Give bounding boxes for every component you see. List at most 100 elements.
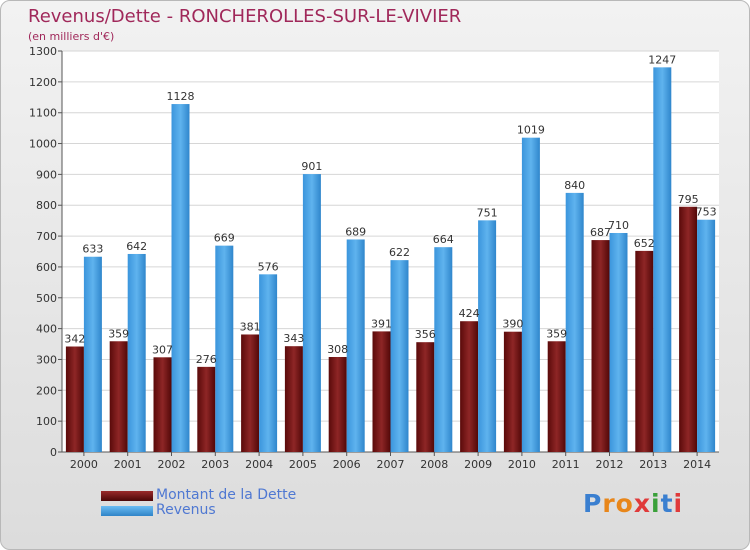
data-label-revenus: 1247 bbox=[648, 53, 676, 66]
data-label-revenus: 622 bbox=[389, 246, 410, 259]
legend-label-revenus: Revenus bbox=[156, 502, 216, 518]
x-tick-label: 2005 bbox=[289, 458, 317, 471]
data-label-revenus: 710 bbox=[608, 219, 629, 232]
legend-label-dette: Montant de la Dette bbox=[156, 487, 297, 503]
y-tick-label: 500 bbox=[36, 292, 57, 305]
bar-dette bbox=[547, 341, 566, 452]
y-tick-label: 1100 bbox=[29, 107, 57, 120]
data-label-dette: 381 bbox=[240, 320, 261, 333]
y-tick-label: 800 bbox=[36, 199, 57, 212]
y-tick-label: 0 bbox=[50, 446, 57, 459]
data-label-dette: 307 bbox=[152, 343, 173, 356]
chart-title: Revenus/Dette - RONCHEROLLES-SUR-LE-VIVI… bbox=[28, 6, 462, 27]
bar-dette bbox=[372, 331, 391, 452]
data-label-dette: 391 bbox=[371, 317, 392, 330]
x-tick-label: 2008 bbox=[420, 458, 448, 471]
y-tick-label: 1000 bbox=[29, 138, 57, 151]
legend-swatch-dette bbox=[101, 491, 153, 501]
y-tick-label: 200 bbox=[36, 384, 57, 397]
y-tick-label: 700 bbox=[36, 230, 57, 243]
x-tick-label: 2012 bbox=[596, 458, 624, 471]
y-tick-label: 1200 bbox=[29, 76, 57, 89]
data-label-revenus: 751 bbox=[477, 206, 498, 219]
data-label-revenus: 689 bbox=[345, 225, 366, 238]
data-label-dette: 308 bbox=[327, 343, 348, 356]
bar-revenus bbox=[609, 232, 628, 452]
x-tick-label: 2003 bbox=[201, 458, 229, 471]
data-label-revenus: 576 bbox=[258, 260, 279, 273]
data-label-dette: 342 bbox=[64, 333, 85, 346]
data-label-revenus: 901 bbox=[301, 160, 322, 173]
data-label-dette: 795 bbox=[678, 193, 699, 206]
logo-letter: r bbox=[602, 489, 616, 518]
data-label-revenus: 642 bbox=[126, 240, 147, 253]
data-label-dette: 424 bbox=[459, 307, 480, 320]
data-label-dette: 359 bbox=[546, 327, 567, 340]
bar-revenus bbox=[390, 260, 409, 452]
data-label-revenus: 753 bbox=[696, 206, 717, 219]
logo-letter: x bbox=[633, 489, 651, 518]
logo-letter: o bbox=[615, 489, 634, 518]
bar-revenus bbox=[521, 137, 540, 453]
logo-letter: P bbox=[583, 489, 603, 518]
y-tick-label: 1300 bbox=[29, 45, 57, 58]
x-tick-label: 2009 bbox=[464, 458, 492, 471]
legend-swatch-revenus bbox=[101, 506, 153, 516]
bar-dette bbox=[460, 321, 479, 452]
x-tick-label: 2004 bbox=[245, 458, 273, 471]
data-label-revenus: 1128 bbox=[167, 90, 195, 103]
data-label-revenus: 840 bbox=[564, 179, 585, 192]
data-label-dette: 652 bbox=[634, 237, 655, 250]
x-tick-label: 2014 bbox=[683, 458, 711, 471]
x-tick-label: 2011 bbox=[552, 458, 580, 471]
bar-revenus bbox=[653, 67, 672, 453]
x-tick-label: 2002 bbox=[158, 458, 186, 471]
bar-revenus bbox=[478, 220, 497, 452]
data-label-dette: 687 bbox=[590, 226, 611, 239]
logo-letter: i bbox=[651, 489, 661, 518]
x-tick-label: 2006 bbox=[333, 458, 361, 471]
y-tick-label: 600 bbox=[36, 261, 57, 274]
data-label-dette: 390 bbox=[502, 318, 523, 331]
x-tick-label: 2013 bbox=[639, 458, 667, 471]
data-label-dette: 343 bbox=[283, 332, 304, 345]
bar-dette bbox=[197, 366, 216, 452]
bar-dette bbox=[153, 357, 172, 452]
bar-dette bbox=[65, 346, 84, 452]
y-tick-label: 300 bbox=[36, 353, 57, 366]
data-label-revenus: 633 bbox=[82, 243, 103, 256]
data-label-dette: 276 bbox=[196, 353, 217, 366]
bar-dette bbox=[679, 206, 698, 452]
bar-revenus bbox=[127, 253, 146, 452]
bar-revenus bbox=[83, 256, 102, 452]
x-tick-label: 2007 bbox=[377, 458, 405, 471]
bar-revenus bbox=[697, 219, 716, 452]
x-tick-label: 2001 bbox=[114, 458, 142, 471]
bar-dette bbox=[109, 341, 128, 452]
data-label-dette: 356 bbox=[415, 328, 436, 341]
data-label-revenus: 664 bbox=[433, 233, 454, 246]
proxiti-logo: Proxiti bbox=[583, 489, 683, 518]
chart-subtitle: (en milliers d'€) bbox=[28, 30, 115, 43]
bar-dette bbox=[635, 250, 654, 452]
bar-dette bbox=[284, 346, 303, 452]
bar-revenus bbox=[434, 247, 453, 452]
bar-revenus bbox=[565, 192, 584, 452]
bar-dette bbox=[328, 356, 347, 452]
bar-dette bbox=[241, 334, 260, 452]
x-tick-label: 2000 bbox=[70, 458, 98, 471]
bar-revenus bbox=[259, 274, 278, 452]
bar-dette bbox=[503, 331, 522, 452]
logo-letter: t bbox=[660, 489, 674, 518]
x-tick-label: 2010 bbox=[508, 458, 536, 471]
y-tick-label: 400 bbox=[36, 323, 57, 336]
y-tick-label: 900 bbox=[36, 168, 57, 181]
data-label-revenus: 669 bbox=[214, 232, 235, 245]
bar-revenus bbox=[171, 104, 190, 452]
y-tick-label: 100 bbox=[36, 415, 57, 428]
bar-revenus bbox=[346, 239, 365, 452]
bar-dette bbox=[591, 240, 610, 452]
data-label-revenus: 1019 bbox=[517, 124, 545, 137]
